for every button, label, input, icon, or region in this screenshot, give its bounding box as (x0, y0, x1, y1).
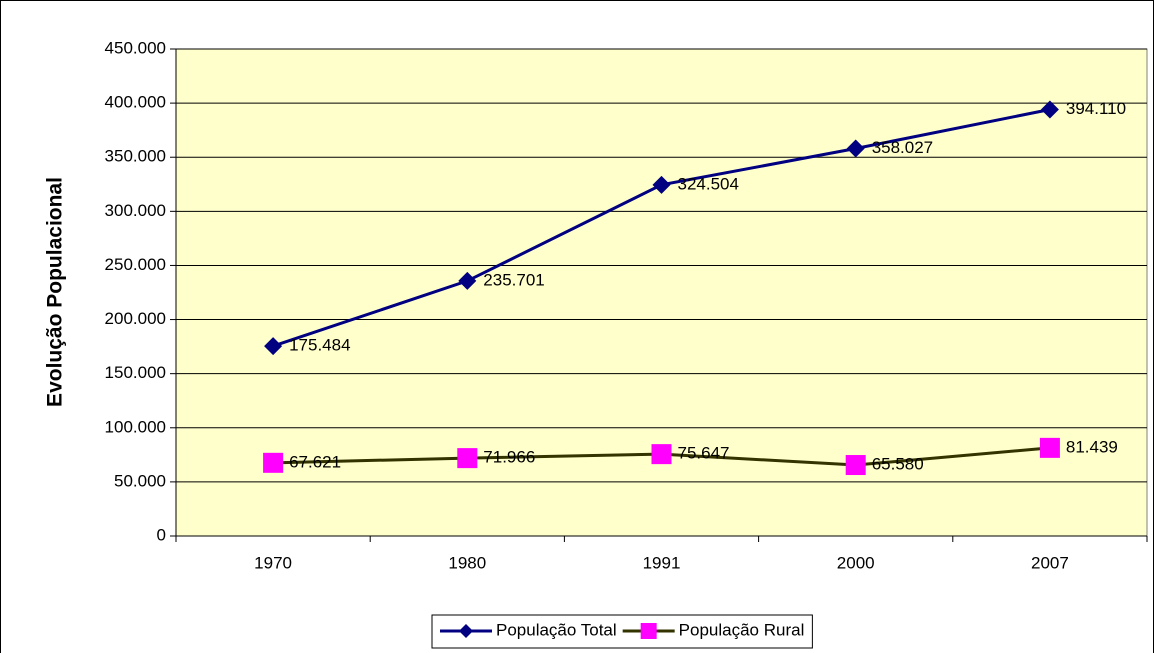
legend-marker (459, 624, 473, 638)
legend-box (431, 614, 813, 649)
y-tick-label: 300.000 (105, 201, 166, 220)
marker (652, 175, 671, 194)
y-tick-label: 400.000 (105, 93, 166, 112)
x-tick-label: 2000 (837, 553, 875, 572)
y-tick-label: 350.000 (105, 147, 166, 166)
data-label: 67.621 (289, 452, 341, 471)
y-axis-label: Evolução Populacional (44, 177, 67, 407)
marker (458, 271, 477, 290)
marker (457, 448, 478, 469)
marker (651, 444, 672, 465)
y-tick-label: 100.000 (105, 417, 166, 436)
x-tick-label: 2007 (1031, 553, 1069, 572)
data-label: 175.484 (289, 336, 350, 355)
data-label: 81.439 (1066, 437, 1118, 456)
legend-marker (640, 623, 657, 639)
data-label: 235.701 (483, 270, 544, 289)
data-label: 65.580 (872, 455, 924, 474)
x-tick-label: 1970 (254, 553, 292, 572)
marker (846, 139, 865, 158)
y-tick-label: 50.000 (114, 471, 166, 490)
data-label: 358.027 (872, 138, 933, 157)
legend: População Total População Rural (431, 614, 813, 649)
data-label: 71.966 (483, 448, 535, 467)
marker (1040, 100, 1059, 119)
data-label: 394.110 (1066, 99, 1126, 118)
y-tick-label: 150.000 (105, 363, 166, 382)
data-label: 75.647 (678, 444, 730, 463)
legend-label: População Rural (679, 620, 805, 639)
y-tick-label: 450.000 (105, 38, 166, 57)
y-tick-label: 200.000 (105, 309, 166, 328)
y-tick-label: 250.000 (105, 255, 166, 274)
x-tick-label: 1980 (448, 553, 486, 572)
marker (264, 337, 283, 356)
legend-label: População Total (496, 620, 617, 639)
data-label: 324.504 (678, 174, 739, 193)
marker (1039, 437, 1060, 458)
x-tick-label: 1991 (643, 553, 681, 572)
marker (263, 452, 284, 473)
marker (845, 455, 866, 476)
y-tick-label: 0 (157, 525, 166, 544)
